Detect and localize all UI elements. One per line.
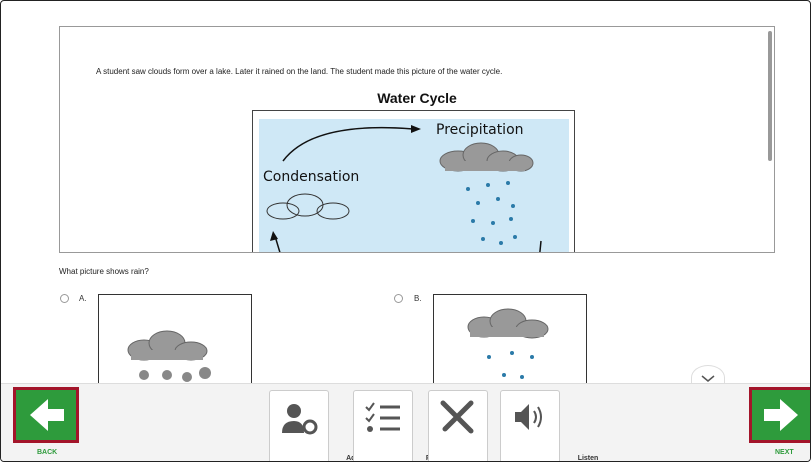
tools-button[interactable]: Tools [428,390,488,462]
progress-icon [354,391,412,441]
back-label: BACK [37,449,57,456]
passage-panel: A student saw clouds form over a lake. L… [59,26,775,253]
rain-art [434,295,586,395]
option-label: A. [79,294,87,303]
scrollbar[interactable] [768,31,772,161]
page: A student saw clouds form over a lake. L… [0,0,811,462]
diagram-art: Precipitation Condensation [253,111,574,253]
option-a-image[interactable] [98,294,252,396]
passage-text: A student saw clouds form over a lake. L… [96,67,502,76]
admin-icon [270,391,328,441]
option-label: B. [414,294,422,303]
back-button[interactable] [13,387,79,443]
option-b-image[interactable] [433,294,587,396]
diagram-label: Condensation [263,169,359,185]
listen-button[interactable]: Listen [500,390,560,462]
diagram: Precipitation Condensation [252,110,575,253]
screen: A student saw clouds form over a lake. L… [0,0,811,462]
toolbar: BACK NEXT Admin Progress Tools Listen [1,383,811,462]
next-arrow [752,390,811,440]
radio-b[interactable] [394,294,403,303]
tools-icon [429,391,487,441]
diagram-label: Precipitation [436,122,524,138]
progress-button[interactable]: Progress [353,390,413,462]
admin-button[interactable]: Admin [269,390,329,462]
listen-icon [501,391,559,441]
radio-a[interactable] [60,294,69,303]
next-label: NEXT [775,449,794,456]
back-arrow [16,390,76,440]
next-button[interactable] [749,387,811,443]
tool-label: Listen [559,455,617,462]
question-text: What picture shows rain? [59,267,149,276]
cloud-art [99,295,251,395]
diagram-title: Water Cycle [60,90,774,106]
